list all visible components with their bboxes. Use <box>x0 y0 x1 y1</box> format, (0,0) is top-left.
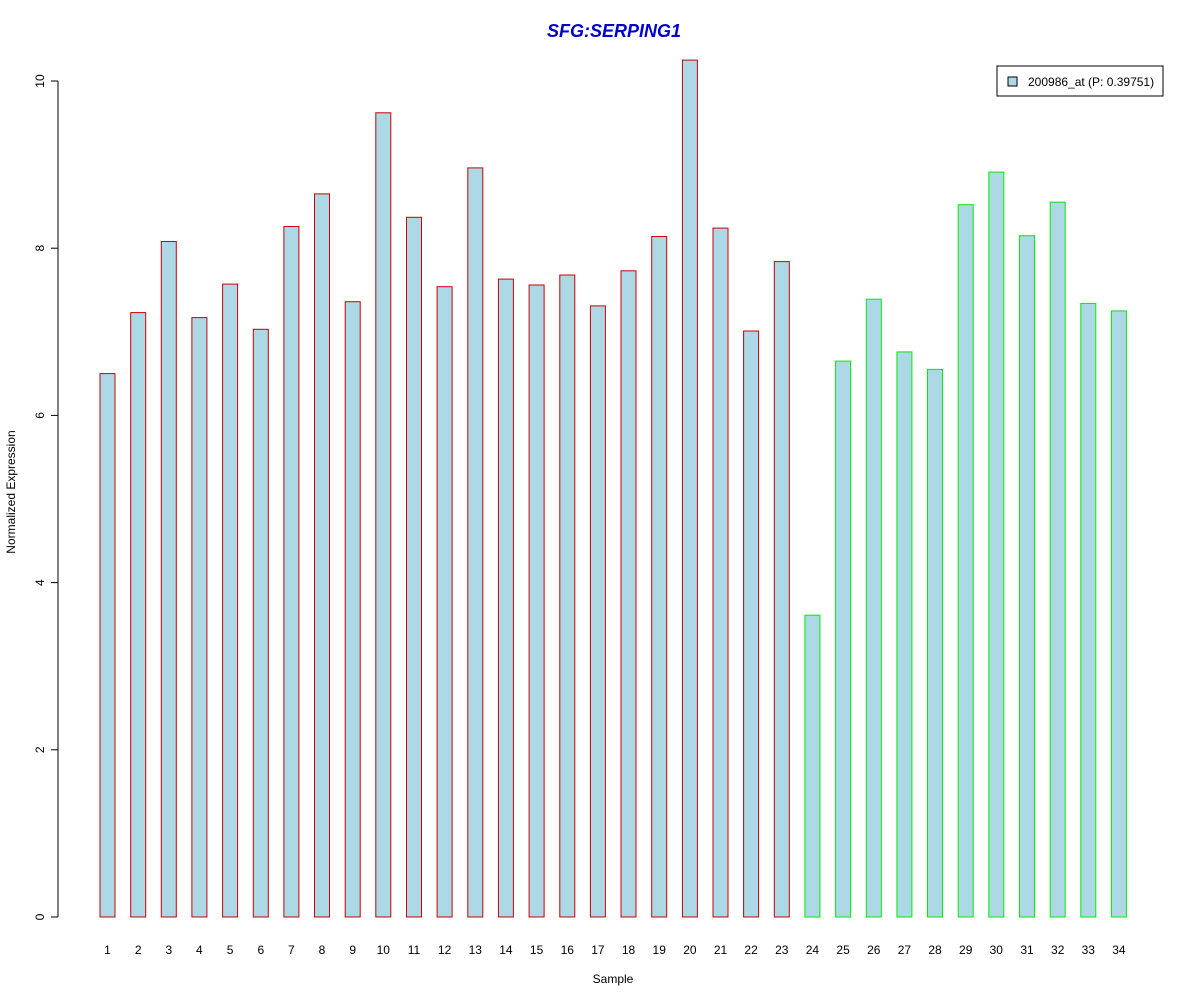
x-tick-label: 6 <box>257 943 264 957</box>
x-tick-label: 18 <box>622 943 636 957</box>
bar-sample-4 <box>191 317 208 918</box>
x-axis-title: Sample <box>593 972 634 986</box>
x-tick-label: 28 <box>928 943 942 957</box>
y-axis: 0 2 4 6 8 10 <box>33 74 59 920</box>
bar-sample-24 <box>804 614 821 918</box>
bar-sample-14 <box>497 278 514 918</box>
bar-sample-10 <box>375 112 392 918</box>
bar-sample-18 <box>620 270 637 918</box>
bar-sample-31 <box>1019 235 1035 918</box>
bar-sample-8 <box>314 193 330 918</box>
legend-box <box>996 65 1164 97</box>
x-tick-label: 9 <box>349 943 356 957</box>
bar-sample-22 <box>743 330 760 918</box>
bar-sample-28 <box>927 368 943 918</box>
bar-sample-27 <box>896 351 913 918</box>
x-tick-label: 1 <box>104 943 111 957</box>
y-axis-title: Normalized Expression <box>4 430 18 553</box>
bar-sample-16 <box>559 274 576 918</box>
bar-sample-9 <box>344 301 361 918</box>
y-tick-label: 2 <box>33 746 47 753</box>
bar-sample-2 <box>130 312 147 918</box>
x-tick-label: 16 <box>561 943 575 957</box>
legend-swatch <box>1007 76 1018 87</box>
bar-sample-15 <box>528 284 545 918</box>
x-tick-label: 22 <box>744 943 758 957</box>
bars <box>99 59 1127 918</box>
legend-label: 200986_at (P: 0.39751) <box>1028 75 1154 89</box>
bar-sample-3 <box>160 241 177 918</box>
chart-title: SFG:SERPING1 <box>547 21 681 41</box>
y-tick-label: 4 <box>33 579 47 586</box>
x-tick-label: 27 <box>898 943 912 957</box>
bar-sample-20 <box>681 59 698 918</box>
bar-sample-17 <box>589 305 606 918</box>
y-tick-label: 8 <box>33 245 47 252</box>
bar-sample-11 <box>406 216 422 918</box>
x-tick-label: 14 <box>499 943 513 957</box>
y-tick-label: 0 <box>33 913 47 920</box>
bar-sample-6 <box>252 328 269 918</box>
x-tick-label: 5 <box>227 943 234 957</box>
bar-sample-30 <box>988 171 1005 918</box>
x-tick-label: 20 <box>683 943 697 957</box>
bar-sample-32 <box>1049 201 1066 918</box>
x-tick-label: 21 <box>714 943 728 957</box>
x-tick-label: 8 <box>319 943 326 957</box>
bar-sample-12 <box>436 286 453 918</box>
x-tick-label: 19 <box>653 943 667 957</box>
y-tick-label: 10 <box>33 74 47 88</box>
bar-sample-25 <box>835 360 852 918</box>
x-tick-label: 34 <box>1112 943 1126 957</box>
x-tick-labels: 1 2 3 4 5 6 7 8 9 10 11 12 13 14 15 16 17 18 19 20 21 22 23 24 2… <box>104 943 1126 957</box>
x-tick-label: 11 <box>408 943 421 957</box>
x-tick-label: 15 <box>530 943 544 957</box>
bar-sample-1 <box>99 373 116 918</box>
x-tick-label: 13 <box>469 943 483 957</box>
x-tick-label: 12 <box>438 943 452 957</box>
x-tick-label: 26 <box>867 943 881 957</box>
x-tick-label: 25 <box>836 943 850 957</box>
x-tick-label: 31 <box>1020 943 1034 957</box>
legend: 200986_at (P: 0.39751) <box>996 65 1164 97</box>
bar-sample-13 <box>467 167 484 918</box>
y-tick-label: 6 <box>33 412 47 419</box>
bar-sample-29 <box>957 204 974 918</box>
x-tick-label: 32 <box>1051 943 1065 957</box>
x-tick-label: 7 <box>288 943 295 957</box>
x-tick-label: 4 <box>196 943 203 957</box>
bar-sample-23 <box>773 261 790 918</box>
bar-sample-26 <box>865 298 882 918</box>
x-tick-label: 2 <box>135 943 142 957</box>
bar-sample-34 <box>1110 310 1127 918</box>
x-tick-label: 23 <box>775 943 789 957</box>
x-tick-label: 3 <box>165 943 172 957</box>
bar-sample-7 <box>283 226 300 918</box>
x-tick-label: 17 <box>591 943 605 957</box>
x-tick-label: 30 <box>990 943 1004 957</box>
x-tick-label: 10 <box>377 943 391 957</box>
x-tick-label: 33 <box>1082 943 1096 957</box>
bar-sample-19 <box>651 236 668 918</box>
bar-sample-5 <box>222 283 239 918</box>
bar-sample-21 <box>712 227 729 918</box>
bar-sample-33 <box>1080 302 1097 918</box>
x-tick-label: 24 <box>806 943 820 957</box>
x-tick-label: 29 <box>959 943 973 957</box>
